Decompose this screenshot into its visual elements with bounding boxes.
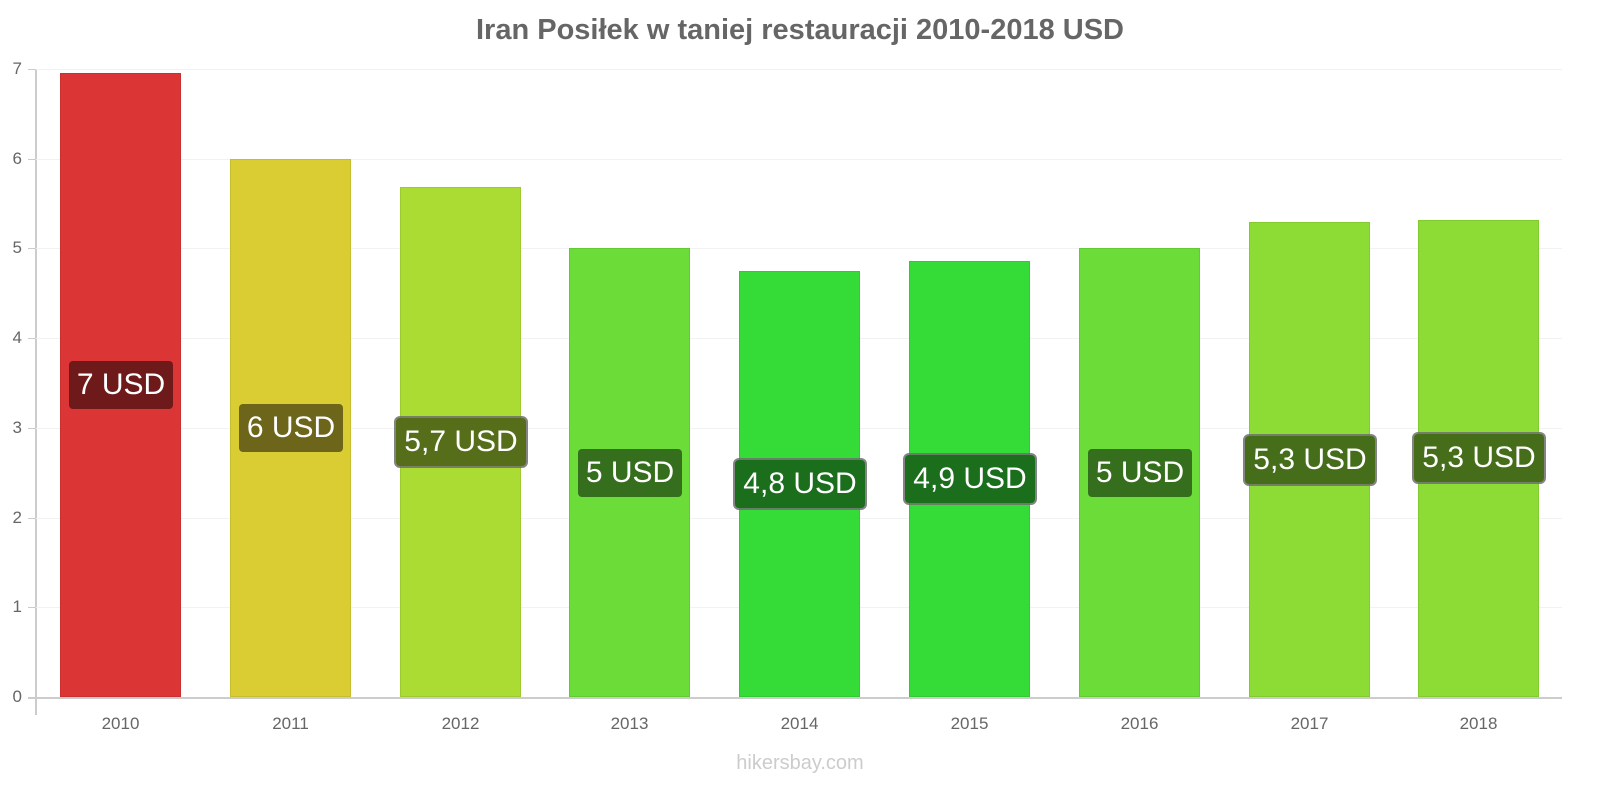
y-tick-label: 1: [12, 597, 22, 616]
data-label: 4,9 USD: [905, 455, 1035, 503]
gridline: [36, 248, 1562, 249]
y-tick-mark: [28, 428, 36, 429]
y-tick-label: 5: [12, 238, 22, 257]
x-axis-line: [28, 697, 1562, 699]
x-tick-label: 2014: [780, 714, 819, 733]
y-tick-mark: [28, 248, 36, 249]
x-tick-label: 2016: [1120, 714, 1159, 733]
x-tick-label: 2018: [1459, 714, 1498, 733]
data-label: 5 USD: [1088, 449, 1192, 497]
y-tick-mark: [28, 338, 36, 339]
y-tick-mark: [28, 697, 36, 698]
data-label: 5 USD: [578, 449, 682, 497]
chart-title: Iran Posiłek w taniej restauracji 2010-2…: [476, 14, 1124, 46]
gridline: [36, 69, 1562, 70]
y-axis-line: [35, 69, 37, 715]
y-tick-label: 7: [12, 59, 22, 78]
data-label: 7 USD: [69, 361, 173, 409]
y-tick-label: 3: [12, 418, 22, 437]
x-tick-label: 2012: [441, 714, 480, 733]
data-label: 6 USD: [239, 404, 343, 452]
y-tick-mark: [28, 159, 36, 160]
gridline: [36, 159, 1562, 160]
x-tick-label: 2010: [101, 714, 140, 733]
data-label: 5,7 USD: [396, 418, 526, 466]
data-label: 5,3 USD: [1414, 434, 1544, 482]
data-label: 5,3 USD: [1245, 436, 1375, 484]
x-tick-label: 2017: [1290, 714, 1329, 733]
data-label: 4,8 USD: [735, 460, 865, 508]
x-tick-label: 2011: [272, 714, 309, 733]
y-tick-mark: [28, 69, 36, 70]
x-tick-label: 2013: [610, 714, 649, 733]
y-tick-label: 4: [12, 328, 22, 347]
y-tick-label: 6: [12, 149, 22, 168]
watermark: hikersbay.com: [736, 752, 864, 774]
x-tick-label: 2015: [950, 714, 989, 733]
y-tick-mark: [28, 518, 36, 519]
y-tick-label: 0: [12, 687, 22, 706]
y-tick-label: 2: [12, 508, 22, 527]
y-tick-mark: [28, 607, 36, 608]
